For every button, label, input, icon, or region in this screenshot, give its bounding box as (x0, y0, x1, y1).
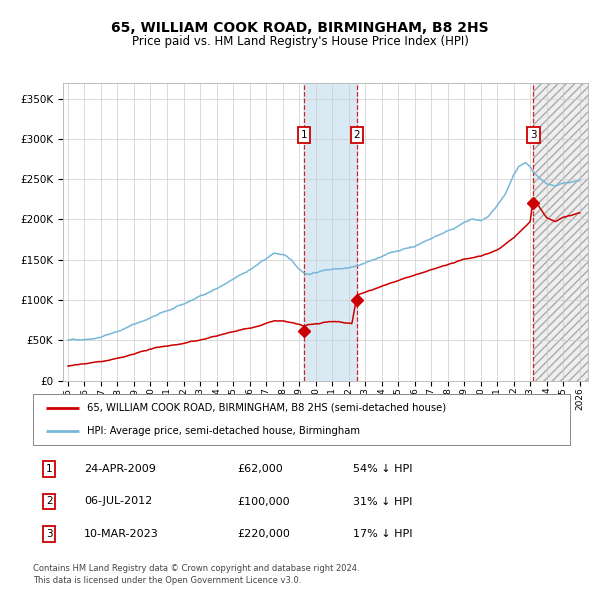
Text: 54% ↓ HPI: 54% ↓ HPI (353, 464, 412, 474)
Text: 65, WILLIAM COOK ROAD, BIRMINGHAM, B8 2HS: 65, WILLIAM COOK ROAD, BIRMINGHAM, B8 2H… (111, 21, 489, 35)
Text: 31% ↓ HPI: 31% ↓ HPI (353, 497, 412, 506)
Text: 3: 3 (530, 130, 536, 140)
Text: 10-MAR-2023: 10-MAR-2023 (84, 529, 159, 539)
Text: £220,000: £220,000 (237, 529, 290, 539)
Text: 2: 2 (46, 497, 52, 506)
Text: 06-JUL-2012: 06-JUL-2012 (84, 497, 152, 506)
Text: £62,000: £62,000 (237, 464, 283, 474)
Bar (533, 83, 588, 381)
Text: 24-APR-2009: 24-APR-2009 (84, 464, 156, 474)
Text: 17% ↓ HPI: 17% ↓ HPI (353, 529, 412, 539)
Text: Contains HM Land Registry data © Crown copyright and database right 2024.
This d: Contains HM Land Registry data © Crown c… (33, 565, 359, 585)
Text: HPI: Average price, semi-detached house, Birmingham: HPI: Average price, semi-detached house,… (87, 427, 360, 437)
Text: 1: 1 (301, 130, 308, 140)
Bar (304, 83, 357, 381)
Text: Price paid vs. HM Land Registry's House Price Index (HPI): Price paid vs. HM Land Registry's House … (131, 35, 469, 48)
Text: 2: 2 (354, 130, 361, 140)
Bar (533, 83, 588, 381)
Text: £100,000: £100,000 (237, 497, 290, 506)
Text: 65, WILLIAM COOK ROAD, BIRMINGHAM, B8 2HS (semi-detached house): 65, WILLIAM COOK ROAD, BIRMINGHAM, B8 2H… (87, 402, 446, 412)
Text: 1: 1 (46, 464, 52, 474)
Text: 3: 3 (46, 529, 52, 539)
